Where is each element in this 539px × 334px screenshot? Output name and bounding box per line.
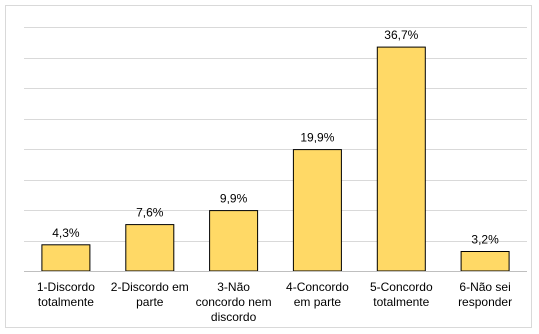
category-label-line: 3-Não <box>217 280 250 294</box>
category-label-line: 1-Discordo <box>37 280 95 294</box>
bar <box>125 224 175 272</box>
category-label: 6-Não sei responder <box>458 280 512 309</box>
category-label-line: parte <box>136 295 164 309</box>
gridlines <box>24 27 527 242</box>
category-label-line: 2-Discordo em <box>111 280 189 294</box>
data-label: 3,2% <box>471 233 499 247</box>
bar <box>209 210 259 272</box>
category-label-line: responder <box>458 295 512 309</box>
data-label: 7,6% <box>136 206 164 220</box>
category-label-line: 4-Concordo <box>286 280 349 294</box>
bar <box>460 251 510 272</box>
category-label-line: 5-Concordo <box>370 280 433 294</box>
bar <box>376 46 426 272</box>
bar <box>292 149 342 272</box>
category-label-line: em parte <box>294 295 342 309</box>
category-label-line: discordo <box>211 310 257 324</box>
category-label: 2-Discordo em parte <box>111 280 189 309</box>
bar-chart: 4,3%7,6%9,9%19,9%36,7%3,2% 1-Discordo tot… <box>24 27 527 324</box>
bars <box>41 46 510 272</box>
category-label: 3-Não concordo nem discordo <box>196 280 272 324</box>
chart-frame: 4,3% 7,6% 9,9% 19,9% 36,7% 3,2% 1-Discordo tot… <box>5 5 532 328</box>
category-label-line: totalmente <box>373 295 429 309</box>
data-labels: 4,3% 7,6% 9,9% 19,9% 36,7% 3,2% <box>52 28 499 246</box>
data-label: 19,9% <box>300 131 334 145</box>
category-label: 1-Discordo totalmente <box>37 280 95 309</box>
data-label: 4,3% <box>52 226 80 240</box>
category-label-line: totalmente <box>38 295 94 309</box>
data-label: 36,7% <box>384 28 418 42</box>
category-label-line: concordo nem <box>196 295 272 309</box>
bar <box>41 244 91 272</box>
category-label-line: 6-Não sei <box>459 280 510 294</box>
category-label: 5-Concordo totalmente <box>370 280 433 309</box>
data-label: 9,9% <box>220 192 248 206</box>
category-label: 4-Concordo em parte <box>286 280 349 309</box>
